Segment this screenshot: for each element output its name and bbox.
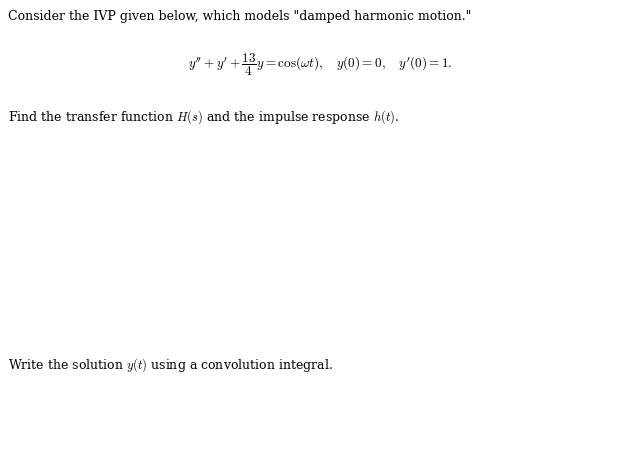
Text: Consider the IVP given below, which models "damped harmonic motion.": Consider the IVP given below, which mode… [8, 10, 471, 23]
Text: Find the transfer function $H(s)$ and the impulse response $h(t)$.: Find the transfer function $H(s)$ and th… [8, 108, 399, 126]
Text: $y'' + y' + \dfrac{13}{4}y = \cos(\omega t), \quad y(0) = 0, \quad y'(0) = 1.$: $y'' + y' + \dfrac{13}{4}y = \cos(\omega… [188, 52, 452, 78]
Text: Write the solution $y(t)$ using a convolution integral.: Write the solution $y(t)$ using a convol… [8, 356, 333, 374]
